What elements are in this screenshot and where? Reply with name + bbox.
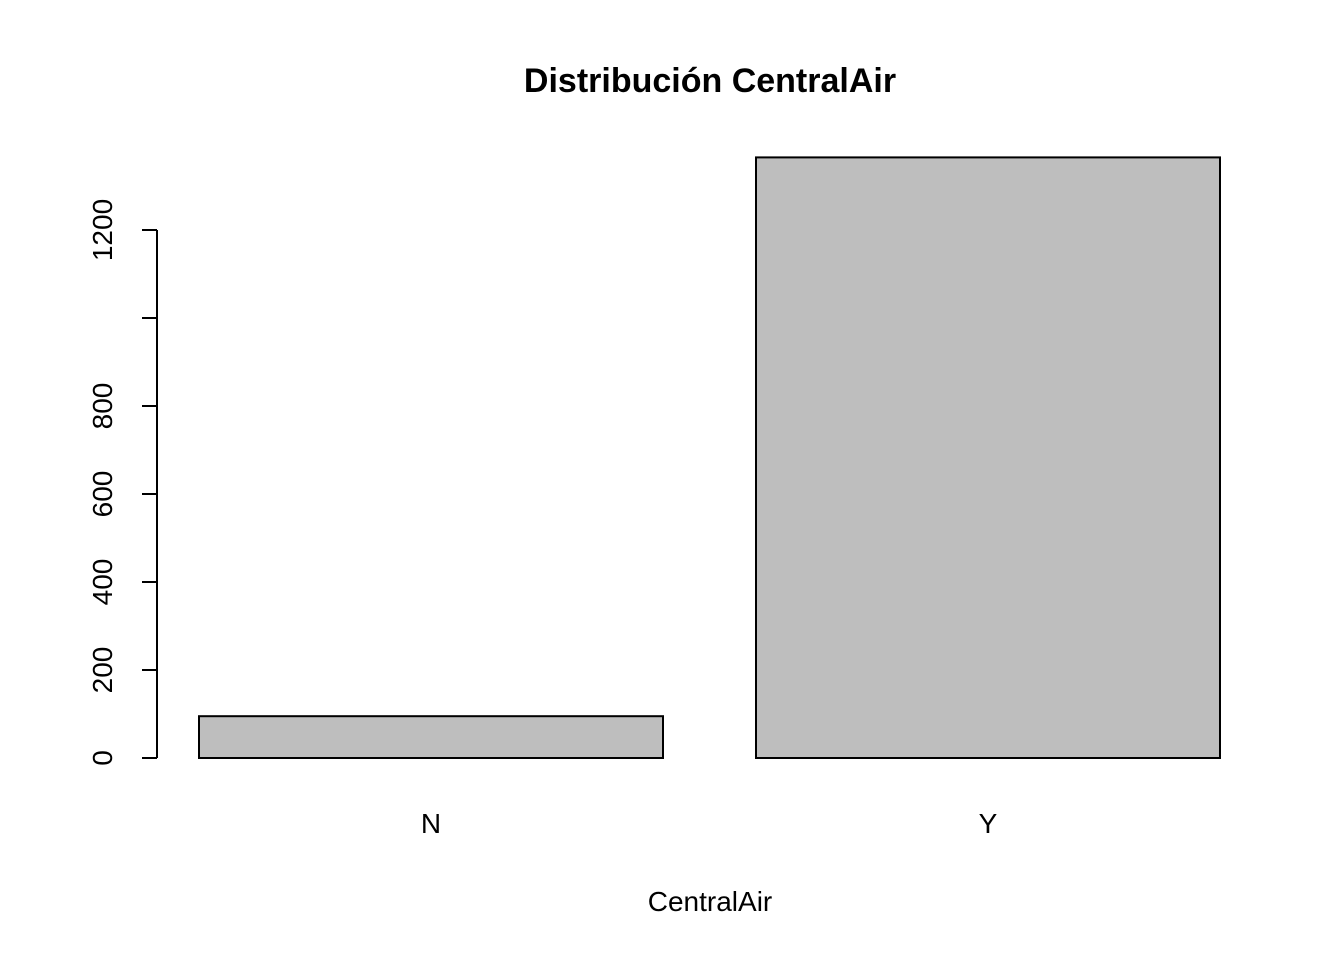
y-tick-label-400: 400	[87, 559, 118, 606]
y-tick-label-0: 0	[87, 750, 118, 766]
x-tick-label-N: N	[421, 808, 441, 839]
bar-Y	[755, 156, 1221, 759]
bar-N	[198, 715, 664, 760]
y-tick-label-600: 600	[87, 471, 118, 518]
bars-group	[198, 156, 1221, 760]
y-axis-ticks: 0 200 400 600 800 1200	[87, 199, 157, 766]
y-tick-label-800: 800	[87, 383, 118, 430]
x-axis-label: CentralAir	[648, 886, 772, 917]
chart-title: Distribución CentralAir	[524, 62, 896, 100]
x-tick-label-Y: Y	[979, 808, 998, 839]
y-tick-label-200: 200	[87, 647, 118, 694]
y-tick-label-1200: 1200	[87, 199, 118, 261]
